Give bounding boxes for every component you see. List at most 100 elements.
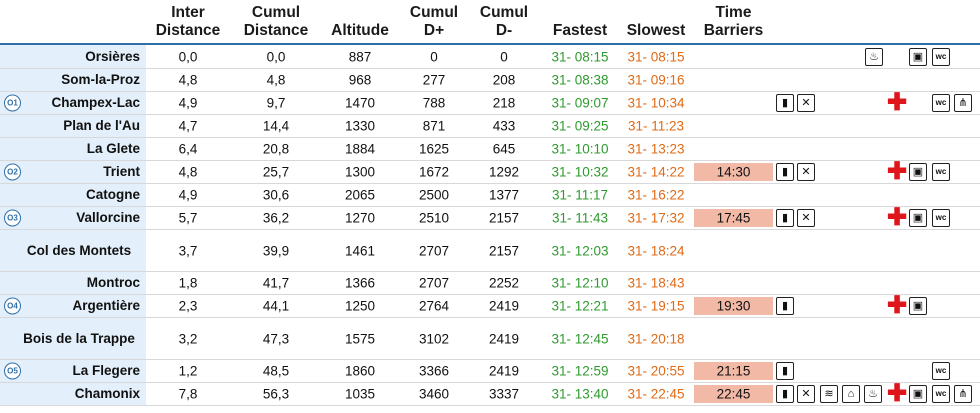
drink-icon: ▮ (776, 209, 794, 227)
fastest-time-cell: 31- 11:17 (551, 187, 609, 203)
checkpoint-name: Champex-Lac (51, 95, 140, 110)
cumul-dplus-cell: 2707 (418, 275, 450, 291)
cumul-dplus-cell: 1625 (418, 141, 450, 157)
fastest-time-cell: 31- 09:07 (551, 95, 609, 111)
inter-distance-cell: 4,9 (178, 95, 198, 111)
checkpoint-badge: O2 (4, 163, 21, 181)
cumul-dplus-cell: 3366 (418, 363, 450, 379)
fastest-time-cell: 31- 09:25 (551, 118, 609, 134)
altitude-cell: 1250 (344, 298, 376, 314)
header-slowest: Slowest (626, 22, 686, 39)
inter-distance-cell: 4,7 (178, 118, 198, 134)
inter-distance-cell: 4,8 (178, 164, 198, 180)
header-altitude: Altitude (331, 22, 389, 39)
slowest-time-cell: 31- 11:23 (627, 118, 685, 134)
fastest-time-cell: 31- 11:43 (551, 210, 609, 226)
time-barrier-cell: 21:15 (694, 362, 773, 380)
inter-distance-cell: 2,3 (178, 298, 198, 314)
cumul-dplus-cell: 277 (422, 72, 446, 88)
time-barrier-cell: 22:45 (694, 385, 773, 403)
checkpoint-name-cell: O2 Trient (0, 161, 146, 183)
altitude-cell: 1461 (344, 243, 376, 258)
wc-icon: wc (932, 362, 950, 380)
food-icon: ✕ (797, 209, 815, 227)
cumul-dplus-cell: 2510 (418, 210, 450, 226)
drink-icon: ▮ (776, 297, 794, 315)
inter-distance-cell: 4,9 (178, 187, 198, 203)
slowest-time-cell: 31- 20:55 (627, 363, 685, 379)
table-row: O4 Argentière 2,3 44,1 1250 2764 2419 31- 12:21… (0, 292, 980, 319)
time-barrier-value: 19:30 (716, 298, 751, 314)
slowest-time-cell: 31- 22:45 (627, 386, 685, 402)
cumul-distance-cell: 48,5 (262, 363, 290, 379)
fastest-time-cell: 31- 10:10 (551, 141, 609, 157)
medical-icon: ✚ (887, 380, 908, 407)
fastest-time-cell: 31- 13:40 (551, 386, 609, 402)
inter-distance-cell: 7,8 (178, 386, 198, 402)
altitude-cell: 1884 (344, 141, 376, 157)
checkpoint-name-cell: Col des Montets (0, 230, 146, 271)
cumul-dminus-cell: 2157 (488, 243, 520, 258)
cumul-dminus-cell: 1377 (488, 187, 520, 203)
checkpoint-name-cell: Plan de l'Au (0, 115, 146, 137)
cumul-dminus-cell: 2252 (488, 275, 520, 291)
cumul-dminus-cell: 1292 (488, 164, 520, 180)
table-row: O1 Champex-Lac 4,9 9,7 1470 788 218 31- 09:07 31… (0, 91, 980, 115)
drink-icon: ▮ (776, 385, 794, 403)
checkpoint-name-cell: Som-la-Proz (0, 69, 146, 91)
checkpoint-name: Montroc (86, 275, 140, 290)
inter-distance-cell: 0,0 (178, 49, 198, 64)
cumul-dminus-cell: 218 (492, 95, 516, 111)
altitude-cell: 1300 (344, 164, 376, 180)
header-cumul-distance: Cumul Distance (243, 4, 309, 39)
cumul-distance-cell: 44,1 (262, 298, 290, 314)
checkpoint-name: La Glete (86, 141, 140, 156)
checkpoint-name-cell: Orsières (0, 45, 146, 68)
slowest-time-cell: 31- 20:18 (627, 331, 685, 346)
slowest-time-cell: 31- 18:24 (627, 243, 685, 258)
table-header: Inter Distance Cumul Distance Altitude C… (0, 0, 980, 45)
wc-icon: wc (932, 385, 950, 403)
checkpoint-badge: O5 (4, 362, 21, 380)
checkpoint-name-cell: O3 Vallorcine (0, 207, 146, 229)
cumul-dminus-cell: 645 (492, 141, 516, 157)
cumul-dplus-cell: 3102 (418, 331, 450, 346)
fastest-time-cell: 31- 12:10 (551, 275, 609, 291)
cumul-distance-cell: 20,8 (262, 141, 290, 157)
slowest-time-cell: 31- 16:22 (627, 187, 685, 203)
cumul-dplus-cell: 788 (422, 95, 446, 111)
altitude-cell: 1330 (344, 118, 376, 134)
bus-icon: ▣ (909, 163, 927, 181)
wc-icon: wc (932, 47, 950, 66)
fastest-time-cell: 31- 08:38 (551, 72, 609, 88)
slowest-time-cell: 31- 13:23 (627, 141, 685, 157)
wc-icon: wc (932, 209, 950, 227)
checkpoint-badge: O4 (4, 297, 21, 315)
food-icon: ✕ (797, 94, 815, 112)
meal-icon: ≋ (820, 385, 838, 403)
cumul-dplus-cell: 2500 (418, 187, 450, 203)
table-row: La Glete 6,4 20,8 1884 1625 645 31- 10:10 31- 1… (0, 138, 980, 161)
cumul-distance-cell: 39,9 (262, 243, 290, 258)
checkpoint-name: Som-la-Proz (61, 72, 140, 87)
altitude-cell: 1860 (344, 363, 376, 379)
table-body: Orsières 0,0 0,0 887 0 0 31- 08:15 31- 08:15 ♨ ▣ w… (0, 45, 980, 406)
time-barrier-value: 17:45 (716, 210, 751, 226)
checkpoint-name-cell: Bois de la Trappe (0, 318, 146, 359)
cumul-distance-cell: 4,8 (266, 72, 286, 88)
altitude-cell: 968 (348, 72, 372, 88)
fastest-time-cell: 31- 12:59 (551, 363, 609, 379)
medical-icon: ✚ (887, 292, 908, 319)
cumul-distance-cell: 36,2 (262, 210, 290, 226)
time-barrier-cell: 14:30 (694, 163, 773, 181)
table-row: O5 La Flegere 1,2 48,5 1860 3366 2419 31- 12:59… (0, 360, 980, 383)
checkpoint-name: Bois de la Trappe (23, 330, 135, 346)
slowest-time-cell: 31- 14:22 (627, 164, 685, 180)
slowest-time-cell: 31- 17:32 (627, 210, 685, 226)
checkpoint-name-cell: Montroc (0, 272, 146, 294)
cumul-distance-cell: 30,6 (262, 187, 290, 203)
checkpoint-name: Catogne (86, 187, 140, 202)
drink-icon: ▮ (776, 163, 794, 181)
cumul-distance-cell: 0,0 (266, 49, 286, 64)
cumul-dplus-cell: 3460 (418, 386, 450, 402)
